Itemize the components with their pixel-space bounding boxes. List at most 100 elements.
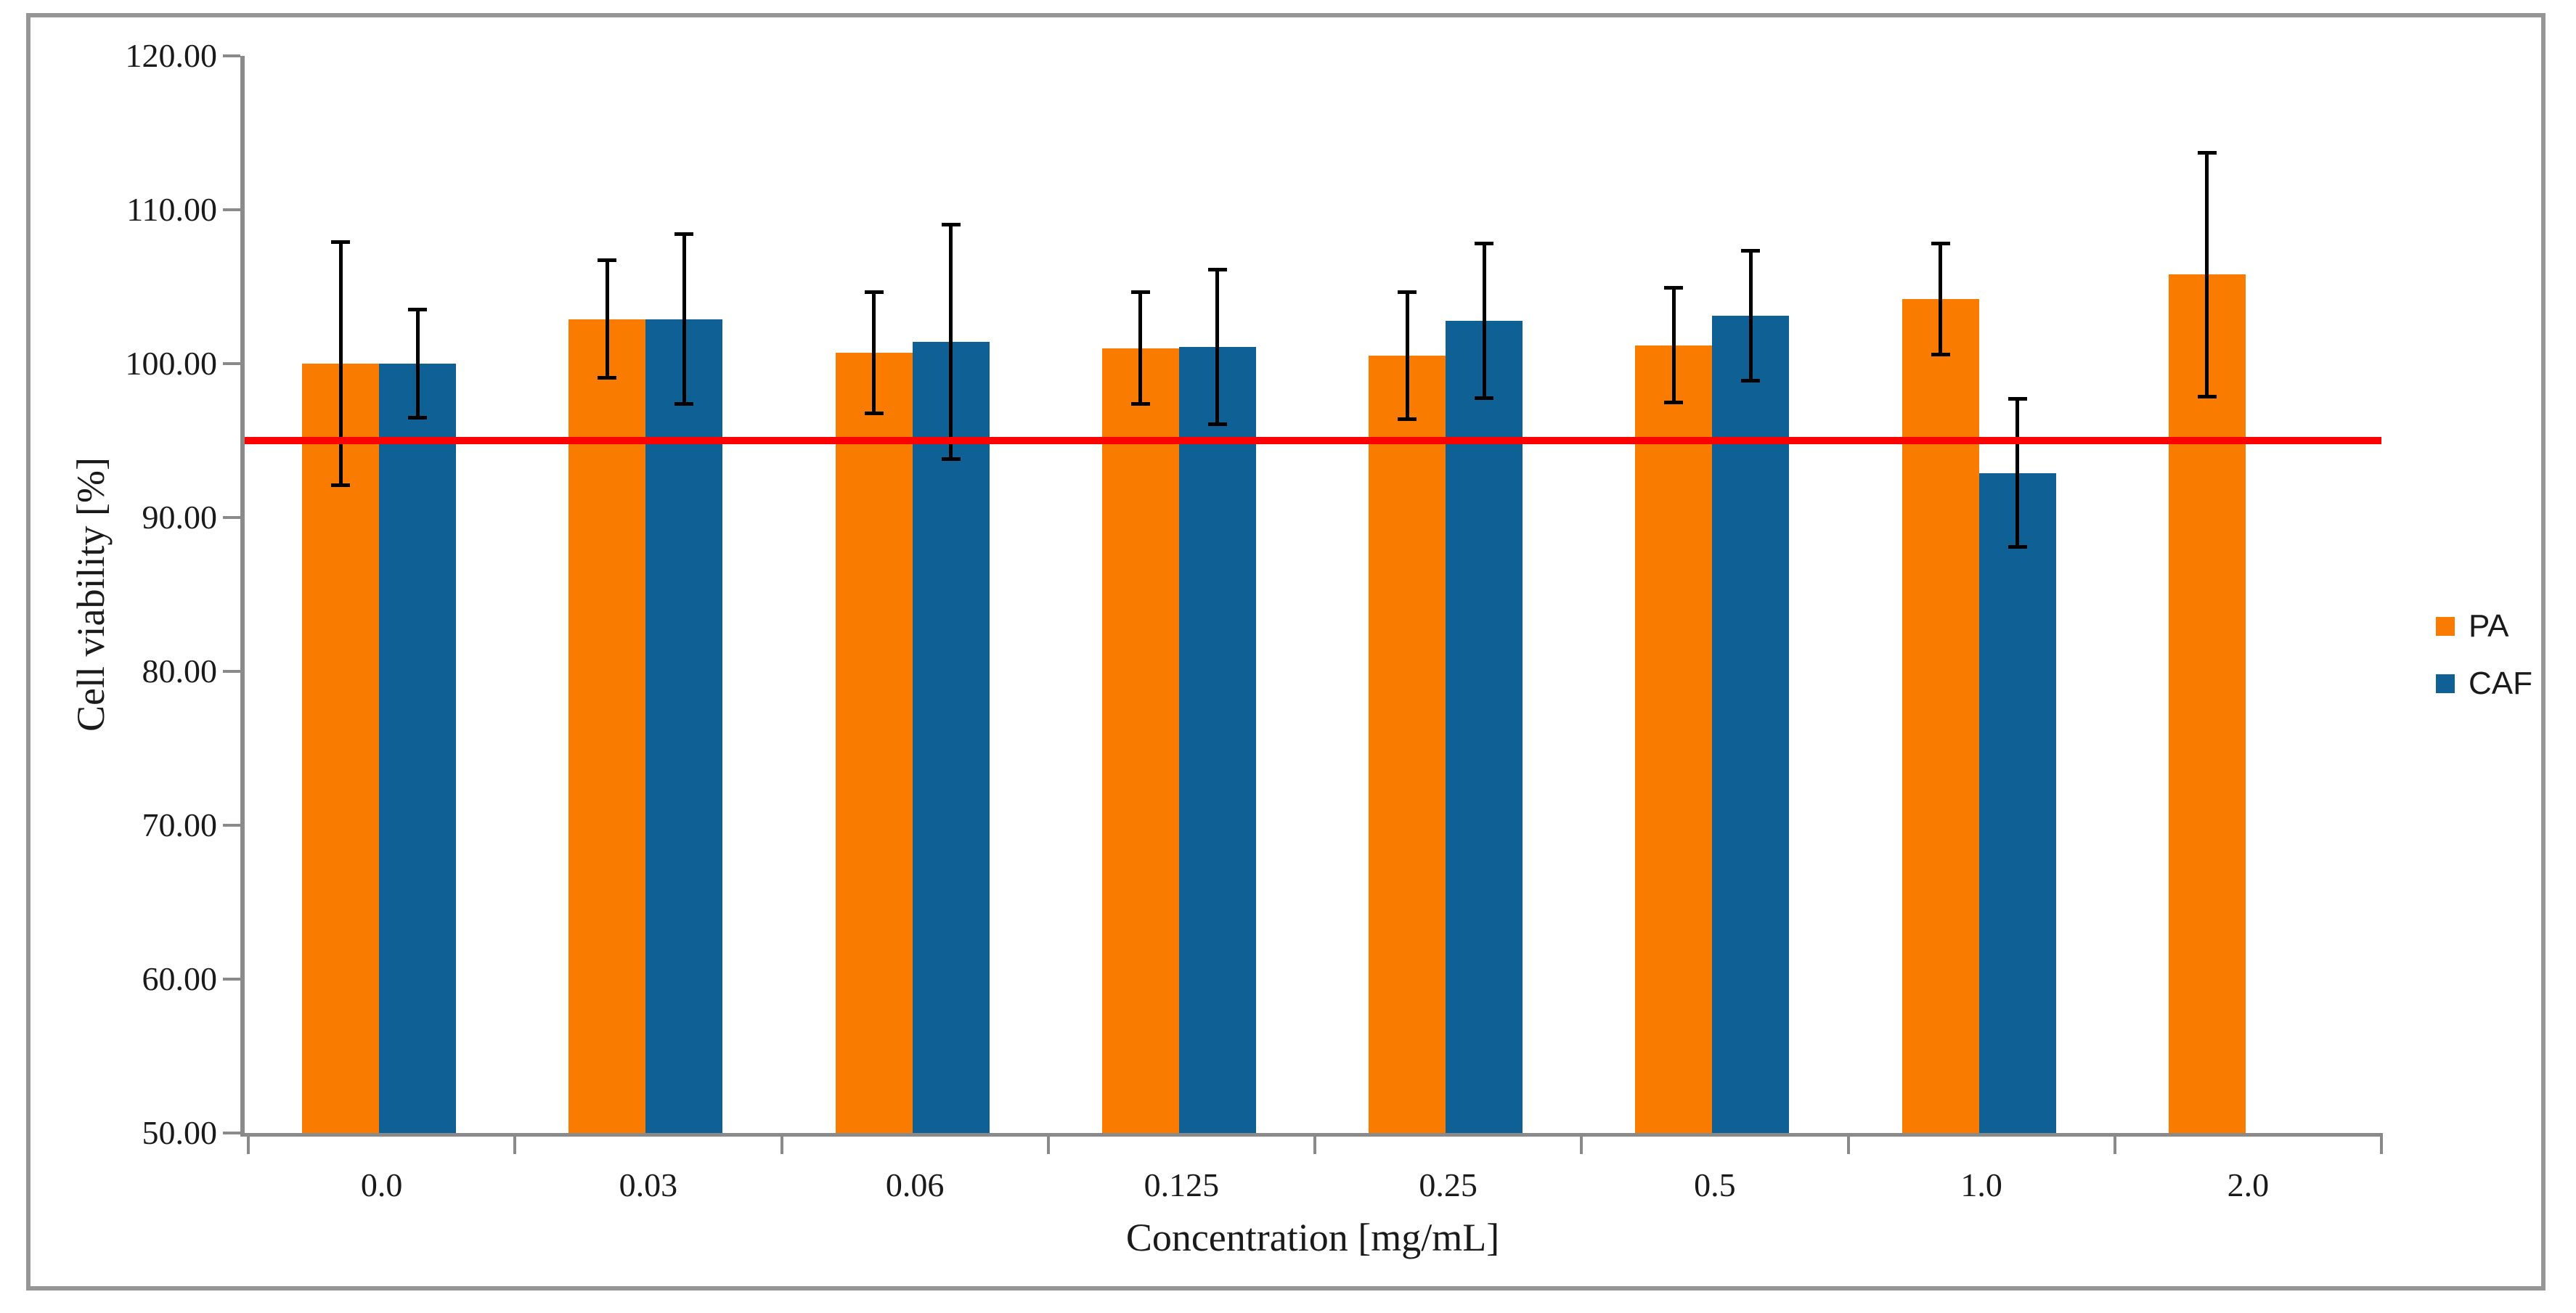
x-axis-tick bbox=[2113, 1137, 2116, 1154]
x-axis-tick bbox=[1313, 1137, 1316, 1154]
bar-caf-1.0 bbox=[1978, 473, 2056, 1133]
error-bar-pa-1.0 bbox=[1939, 243, 1942, 355]
bar-caf-0.5 bbox=[1712, 316, 1790, 1133]
y-tick-label: 120.00 bbox=[125, 37, 218, 74]
error-bar-pa-0.06-cap-top bbox=[864, 290, 884, 295]
y-axis-tick bbox=[223, 54, 240, 57]
y-tick-label: 110.00 bbox=[126, 191, 217, 228]
error-bar-caf-0.5-cap-bottom bbox=[1741, 379, 1761, 383]
bar-pa-2.0 bbox=[2168, 274, 2246, 1133]
error-bar-pa-0.06-cap-bottom bbox=[864, 411, 884, 415]
error-bar-pa-0.25 bbox=[1405, 293, 1409, 420]
bar-pa-0.125 bbox=[1101, 348, 1179, 1133]
x-tick-label: 0.25 bbox=[1419, 1166, 1477, 1203]
error-bar-caf-1.0-cap-top bbox=[2008, 396, 2027, 401]
error-bar-caf-0.25-cap-bottom bbox=[1475, 396, 1493, 400]
error-bar-caf-0.25-cap-top bbox=[1475, 241, 1493, 245]
error-bar-pa-1.0-cap-bottom bbox=[1931, 353, 1950, 357]
y-tick-label: 60.00 bbox=[142, 960, 218, 997]
error-bar-pa-2.0-cap-bottom bbox=[2197, 394, 2217, 398]
error-bar-caf-0.06-cap-top bbox=[941, 223, 961, 227]
y-axis-tick bbox=[223, 362, 240, 365]
error-bar-pa-2.0-cap-top bbox=[2197, 150, 2217, 155]
x-axis-tick bbox=[780, 1137, 783, 1154]
error-bar-caf-0.5 bbox=[1748, 251, 1753, 381]
error-bar-pa-0.0 bbox=[338, 242, 343, 486]
legend-swatch-caf bbox=[2436, 674, 2455, 693]
error-bar-caf-0.06-cap-bottom bbox=[941, 457, 961, 462]
bar-pa-0.5 bbox=[1635, 345, 1713, 1133]
x-tick-label: 0.0 bbox=[360, 1166, 403, 1203]
y-axis-tick bbox=[223, 516, 240, 519]
error-bar-pa-0.0-cap-bottom bbox=[331, 483, 350, 488]
error-bar-caf-0.125-cap-top bbox=[1207, 267, 1227, 271]
y-tick-label: 50.00 bbox=[142, 1114, 218, 1151]
x-tick-label: 0.5 bbox=[1694, 1166, 1736, 1203]
x-tick-label: 2.0 bbox=[2227, 1166, 2270, 1203]
error-bar-pa-0.06 bbox=[872, 293, 876, 413]
error-bar-pa-0.25-cap-top bbox=[1398, 290, 1417, 295]
bar-pa-0.06 bbox=[835, 353, 913, 1133]
error-bar-pa-0.125-cap-top bbox=[1130, 290, 1150, 295]
legend-label-caf: CAF bbox=[2469, 666, 2532, 701]
bar-pa-0.0 bbox=[302, 364, 379, 1133]
y-axis-tick bbox=[223, 208, 240, 211]
error-bar-caf-0.125 bbox=[1215, 269, 1220, 424]
y-tick-label: 100.00 bbox=[125, 345, 218, 382]
error-bar-pa-0.5 bbox=[1671, 288, 1676, 402]
x-tick-label: 0.125 bbox=[1144, 1166, 1220, 1203]
error-bar-caf-0.03-cap-top bbox=[674, 232, 694, 236]
error-bar-caf-0.0 bbox=[415, 309, 420, 418]
error-bar-pa-0.0-cap-top bbox=[331, 240, 350, 244]
bar-pa-0.25 bbox=[1369, 356, 1446, 1133]
legend-swatch-pa bbox=[2436, 617, 2455, 636]
x-axis-tick bbox=[1846, 1137, 1850, 1154]
error-bar-pa-0.125-cap-bottom bbox=[1130, 402, 1150, 406]
error-bar-caf-1.0-cap-bottom bbox=[2008, 545, 2027, 549]
x-axis-tick bbox=[1046, 1137, 1050, 1154]
x-axis-tick bbox=[513, 1137, 517, 1154]
x-axis-line bbox=[240, 1133, 2383, 1137]
legend-label-pa: PA bbox=[2469, 608, 2509, 644]
error-bar-caf-0.25 bbox=[1482, 243, 1486, 398]
error-bar-caf-0.03 bbox=[682, 234, 686, 404]
x-axis-tick bbox=[2380, 1137, 2383, 1154]
error-bar-pa-0.03-cap-top bbox=[598, 258, 617, 262]
error-bar-pa-0.03 bbox=[605, 260, 609, 378]
y-axis-tick bbox=[223, 670, 240, 673]
error-bar-pa-0.03-cap-bottom bbox=[598, 376, 617, 380]
y-axis-tick bbox=[223, 978, 240, 981]
error-bar-caf-0.125-cap-bottom bbox=[1207, 422, 1227, 426]
error-bar-caf-0.0-cap-top bbox=[408, 307, 427, 311]
x-tick-label: 0.06 bbox=[885, 1166, 945, 1203]
error-bar-caf-0.0-cap-bottom bbox=[408, 416, 427, 420]
reference-line bbox=[245, 437, 2381, 444]
x-axis-title: Concentration [mg/mL] bbox=[1125, 1216, 1500, 1259]
y-axis-tick bbox=[223, 1132, 240, 1134]
bar-caf-0.03 bbox=[645, 319, 723, 1133]
error-bar-caf-0.06 bbox=[949, 225, 953, 459]
error-bar-pa-0.125 bbox=[1138, 293, 1143, 404]
y-tick-label: 70.00 bbox=[142, 806, 218, 843]
bar-caf-0.125 bbox=[1178, 346, 1256, 1133]
error-bar-pa-2.0 bbox=[2205, 152, 2209, 396]
error-bar-caf-0.5-cap-top bbox=[1741, 249, 1761, 253]
error-bar-caf-1.0 bbox=[2015, 398, 2019, 547]
bar-pa-0.03 bbox=[568, 319, 646, 1133]
bar-caf-0.25 bbox=[1446, 320, 1523, 1133]
error-bar-pa-0.5-cap-top bbox=[1664, 286, 1684, 290]
x-axis-tick bbox=[1580, 1137, 1583, 1154]
bar-caf-0.06 bbox=[912, 342, 990, 1133]
y-tick-label: 90.00 bbox=[142, 499, 218, 536]
error-bar-caf-0.03-cap-bottom bbox=[674, 402, 694, 406]
error-bar-pa-0.25-cap-bottom bbox=[1398, 417, 1417, 422]
x-tick-label: 0.03 bbox=[619, 1166, 678, 1203]
bar-caf-0.0 bbox=[379, 364, 456, 1133]
y-axis-tick bbox=[223, 824, 240, 827]
y-axis-line bbox=[240, 56, 245, 1136]
error-bar-pa-0.5-cap-bottom bbox=[1664, 401, 1684, 404]
x-axis-tick bbox=[247, 1137, 250, 1154]
